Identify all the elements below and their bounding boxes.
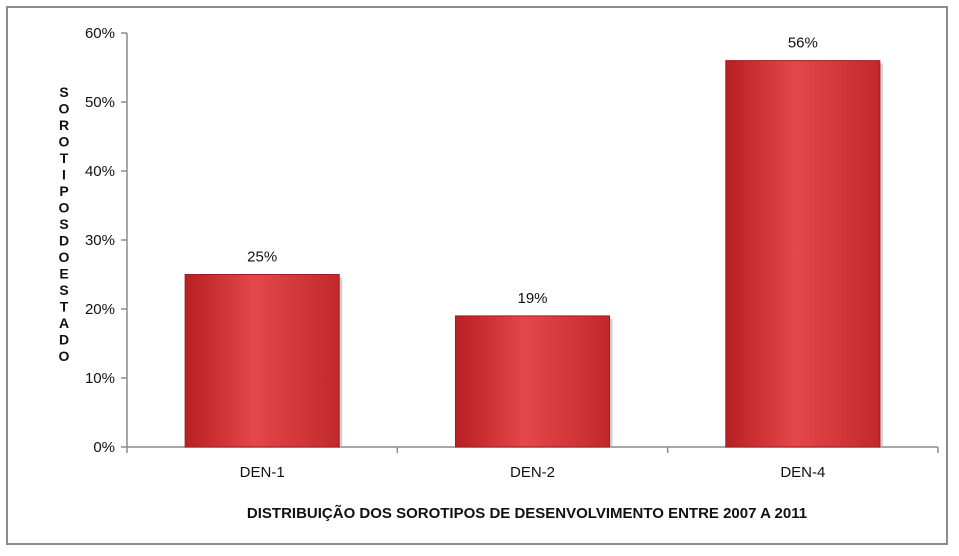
- y-tick-label: 40%: [85, 163, 115, 180]
- data-label: 19%: [517, 290, 547, 307]
- bar-den-1: [184, 274, 340, 448]
- y-tick-label: 30%: [85, 232, 115, 249]
- x-tick-label: DEN-2: [510, 464, 555, 481]
- y-tick-label: 50%: [85, 94, 115, 111]
- data-label: 56%: [788, 35, 818, 52]
- data-label: 25%: [247, 249, 277, 266]
- x-tick-label: DEN-4: [780, 464, 825, 481]
- bar-den-2: [454, 315, 611, 448]
- bar-den-4: [725, 60, 881, 448]
- x-axis-title: DISTRIBUIÇÃO DOS SOROTIPOS DE DESENVOLVI…: [247, 504, 807, 522]
- y-tick-label: 20%: [85, 301, 115, 318]
- y-tick-label: 0%: [93, 439, 115, 456]
- labels: 25% DEN-1 19% DEN-2 56% DEN-4 S O R O T I P O S D O E S T A D…: [59, 35, 826, 481]
- y-tick-label: 60%: [85, 25, 115, 42]
- x-tick-label: DEN-1: [240, 464, 285, 481]
- bars: [184, 60, 883, 448]
- y-tick-label: 10%: [85, 370, 115, 387]
